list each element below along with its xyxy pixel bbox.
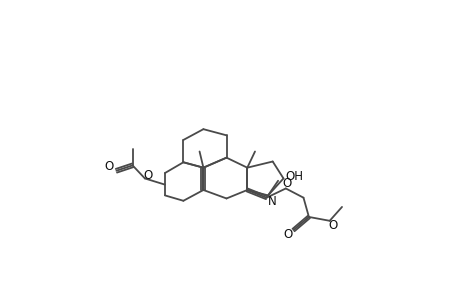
Text: N: N <box>268 195 276 208</box>
Text: O: O <box>282 177 291 190</box>
Text: OH: OH <box>285 169 302 183</box>
Text: O: O <box>105 160 114 173</box>
Text: O: O <box>327 219 336 232</box>
Text: O: O <box>143 169 152 182</box>
Text: O: O <box>283 228 292 241</box>
